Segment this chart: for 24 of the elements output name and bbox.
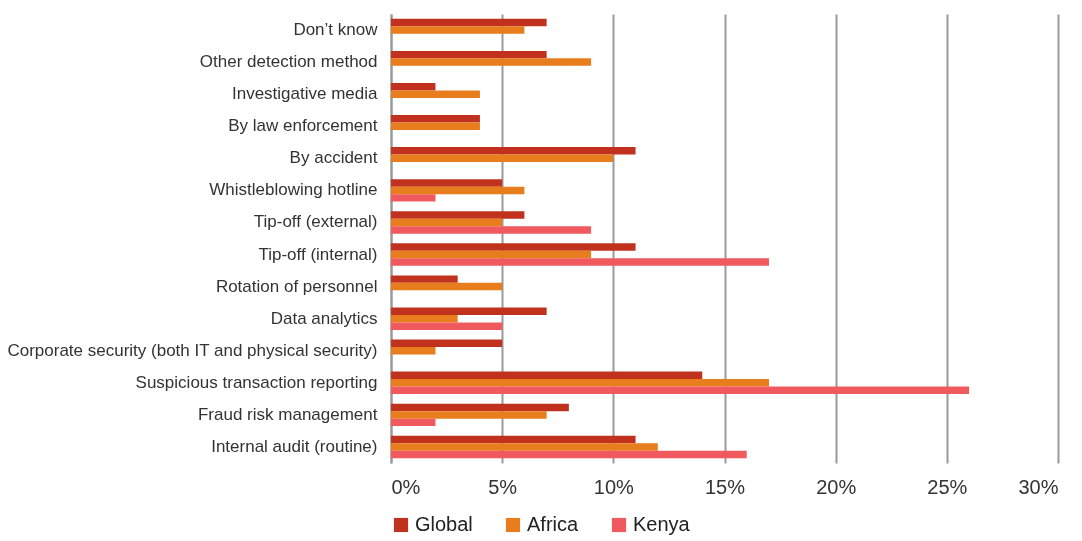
x-tick-label: 15% [704, 475, 746, 498]
y-tick-label: Rotation of personnel [215, 276, 378, 296]
legend-label: Global [415, 513, 473, 535]
legend-label: Kenya [633, 513, 691, 535]
x-tick-label: 25% [927, 475, 968, 498]
y-tick-label: Data analytics [270, 308, 378, 328]
y-tick-label: By accident [289, 148, 378, 168]
x-tick-label: 10% [593, 475, 635, 498]
y-tick-label: Corporate security (both IT and physical security) [7, 340, 378, 360]
x-tick-label: 20% [816, 475, 857, 498]
y-tick-label: Investigative media [231, 84, 379, 104]
y-tick-label: Fraud risk management [197, 404, 378, 424]
y-tick-label: Internal audit (routine) [211, 436, 378, 456]
y-tick-label: By law enforcement [228, 116, 378, 136]
y-tick-label: Tip-off (internal) [258, 244, 378, 264]
y-tick-label: Don’t know [293, 20, 379, 40]
y-tick-label: Tip-off (external) [253, 212, 378, 232]
x-tick-label: 0% [391, 475, 421, 498]
x-tick-label: 5% [488, 475, 518, 498]
legend-label: Africa [527, 513, 579, 535]
y-tick-label: Suspicious transaction reporting [135, 372, 378, 392]
y-tick-label: Other detection method [199, 52, 378, 72]
x-tick-label: 30% [1018, 475, 1059, 498]
y-tick-label: Whistleblowing hotline [209, 180, 378, 200]
